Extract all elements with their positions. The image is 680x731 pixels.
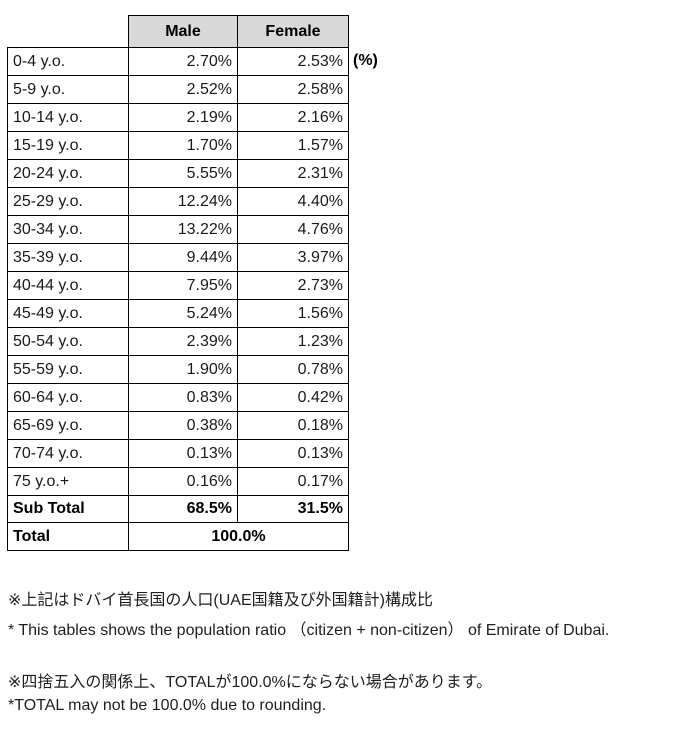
table-row: 20-24 y.o. 5.55% 2.31%	[7, 159, 349, 188]
female-value-cell: 0.18%	[237, 411, 349, 440]
age-label-cell: 20-24 y.o.	[7, 159, 129, 188]
footnote-rounding-jp: ※四捨五入の関係上、TOTALが100.0%にならない場合があります。	[8, 674, 493, 691]
age-label-cell: 0-4 y.o.	[7, 47, 129, 76]
footnote-population-en: * This tables shows the population ratio…	[8, 622, 610, 639]
table-header-row: Male Female	[7, 15, 349, 48]
male-value-cell: 0.83%	[128, 383, 238, 412]
male-value-cell: 0.38%	[128, 411, 238, 440]
table-row: 0-4 y.o. 2.70% 2.53%	[7, 47, 349, 76]
female-value-cell: 2.31%	[237, 159, 349, 188]
sub-total-female-value: 31.5%	[237, 495, 349, 523]
table-row: 10-14 y.o. 2.19% 2.16%	[7, 103, 349, 132]
sub-total-label: Sub Total	[7, 495, 129, 523]
male-value-cell: 5.55%	[128, 159, 238, 188]
female-value-cell: 2.58%	[237, 75, 349, 104]
male-value-cell: 1.70%	[128, 131, 238, 160]
female-value-cell: 2.73%	[237, 271, 349, 300]
female-value-cell: 2.16%	[237, 103, 349, 132]
age-label-cell: 30-34 y.o.	[7, 215, 129, 244]
total-value: 100.0%	[128, 522, 349, 551]
footnote-population-jp: ※上記はドバイ首長国の人口(UAE国籍及び外国籍計)構成比	[8, 592, 433, 609]
female-value-cell: 1.56%	[237, 299, 349, 328]
age-label-cell: 70-74 y.o.	[7, 439, 129, 468]
table-row: 5-9 y.o. 2.52% 2.58%	[7, 75, 349, 104]
table-row: 65-69 y.o. 0.38% 0.18%	[7, 411, 349, 440]
population-table: Male Female 0-4 y.o. 2.70% 2.53% 5-9 y.o…	[7, 15, 349, 551]
table-row: 25-29 y.o. 12.24% 4.40%	[7, 187, 349, 216]
female-value-cell: 3.97%	[237, 243, 349, 272]
age-label-cell: 45-49 y.o.	[7, 299, 129, 328]
male-value-cell: 9.44%	[128, 243, 238, 272]
table-row: 30-34 y.o. 13.22% 4.76%	[7, 215, 349, 244]
male-value-cell: 12.24%	[128, 187, 238, 216]
female-column-header: Female	[237, 15, 349, 48]
male-value-cell: 7.95%	[128, 271, 238, 300]
male-value-cell: 2.70%	[128, 47, 238, 76]
female-value-cell: 0.42%	[237, 383, 349, 412]
percent-unit-label: (%)	[353, 52, 378, 69]
total-row: Total 100.0%	[7, 522, 349, 551]
age-label-cell: 35-39 y.o.	[7, 243, 129, 272]
male-value-cell: 1.90%	[128, 355, 238, 384]
table-row: 15-19 y.o. 1.70% 1.57%	[7, 131, 349, 160]
male-column-header: Male	[128, 15, 238, 48]
table-row: 55-59 y.o. 1.90% 0.78%	[7, 355, 349, 384]
female-value-cell: 0.78%	[237, 355, 349, 384]
male-value-cell: 0.13%	[128, 439, 238, 468]
sub-total-male-value: 68.5%	[128, 495, 238, 523]
female-value-cell: 1.57%	[237, 131, 349, 160]
female-value-cell: 4.76%	[237, 215, 349, 244]
age-label-cell: 40-44 y.o.	[7, 271, 129, 300]
male-value-cell: 2.19%	[128, 103, 238, 132]
age-label-cell: 60-64 y.o.	[7, 383, 129, 412]
table-row: 35-39 y.o. 9.44% 3.97%	[7, 243, 349, 272]
female-value-cell: 1.23%	[237, 327, 349, 356]
female-value-cell: 0.13%	[237, 439, 349, 468]
age-label-cell: 75 y.o.+	[7, 467, 129, 496]
table-row: 45-49 y.o. 5.24% 1.56%	[7, 299, 349, 328]
table-row: 50-54 y.o. 2.39% 1.23%	[7, 327, 349, 356]
age-label-cell: 5-9 y.o.	[7, 75, 129, 104]
female-value-cell: 4.40%	[237, 187, 349, 216]
male-value-cell: 0.16%	[128, 467, 238, 496]
corner-cell	[7, 15, 129, 48]
age-label-cell: 65-69 y.o.	[7, 411, 129, 440]
female-value-cell: 2.53%	[237, 47, 349, 76]
male-value-cell: 2.52%	[128, 75, 238, 104]
total-label: Total	[7, 522, 129, 551]
footnote-rounding-en: *TOTAL may not be 100.0% due to rounding…	[8, 697, 327, 714]
age-label-cell: 25-29 y.o.	[7, 187, 129, 216]
age-label-cell: 55-59 y.o.	[7, 355, 129, 384]
table-row: 70-74 y.o. 0.13% 0.13%	[7, 439, 349, 468]
sub-total-row: Sub Total 68.5% 31.5%	[7, 495, 349, 523]
male-value-cell: 5.24%	[128, 299, 238, 328]
age-label-cell: 10-14 y.o.	[7, 103, 129, 132]
male-value-cell: 2.39%	[128, 327, 238, 356]
male-value-cell: 13.22%	[128, 215, 238, 244]
table-row: 75 y.o.+ 0.16% 0.17%	[7, 467, 349, 496]
female-value-cell: 0.17%	[237, 467, 349, 496]
age-label-cell: 50-54 y.o.	[7, 327, 129, 356]
table-row: 40-44 y.o. 7.95% 2.73%	[7, 271, 349, 300]
table-row: 60-64 y.o. 0.83% 0.42%	[7, 383, 349, 412]
population-table-container: Male Female 0-4 y.o. 2.70% 2.53% 5-9 y.o…	[7, 15, 349, 551]
age-label-cell: 15-19 y.o.	[7, 131, 129, 160]
